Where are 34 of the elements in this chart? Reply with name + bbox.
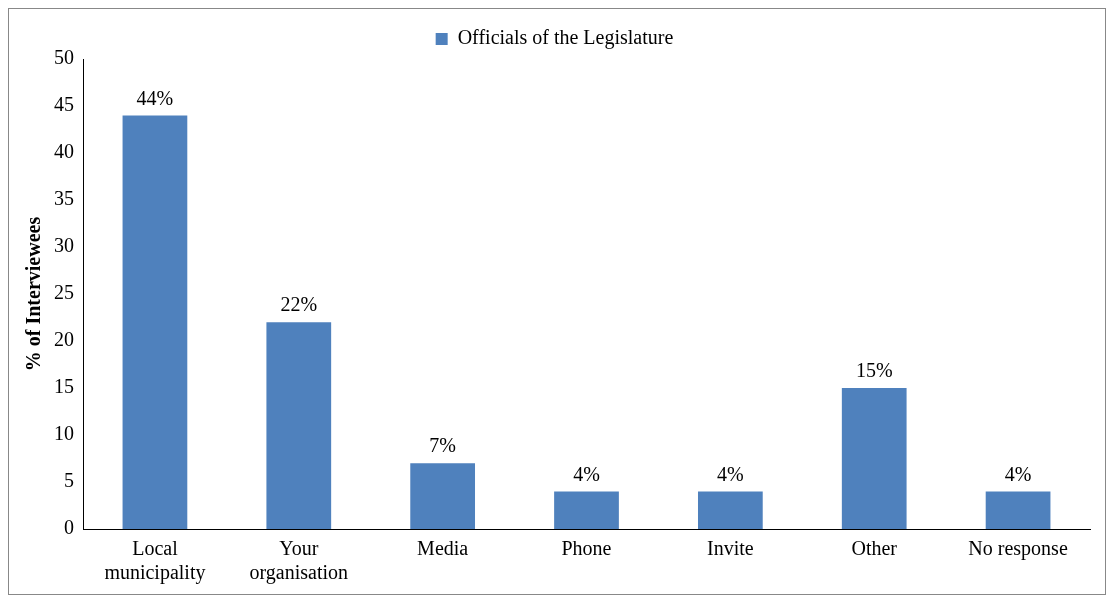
x-tick-label: Local municipality (104, 537, 206, 585)
legend-label: Officials of the Legislature (457, 26, 674, 50)
x-tick-label: Invite (707, 537, 754, 560)
bar (410, 463, 476, 529)
data-label: 4% (717, 462, 744, 485)
data-label: 44% (136, 86, 174, 109)
x-tick-label: Other (851, 537, 898, 560)
x-tick-label: Media (417, 537, 469, 560)
y-tick-label: 35 (54, 187, 74, 210)
y-tick-label: 10 (54, 422, 74, 445)
bar (697, 491, 763, 529)
data-label: 7% (429, 434, 456, 457)
bar (554, 491, 619, 529)
y-tick-label: 30 (54, 234, 74, 257)
x-tick-label: Phone (561, 537, 612, 560)
data-label: 4% (573, 462, 600, 485)
x-tick-label: No response (968, 537, 1068, 561)
bar (841, 388, 907, 529)
y-tick-label: 20 (54, 328, 74, 351)
data-label: 4% (1004, 462, 1032, 485)
y-tick-label: 15 (54, 375, 74, 398)
y-tick-label: 5 (64, 469, 74, 492)
data-label: 15% (855, 359, 893, 382)
y-tick-label: 50 (54, 46, 74, 69)
bar (985, 491, 1051, 529)
bar (266, 322, 332, 529)
y-tick-label: 0 (64, 516, 74, 539)
x-tick-label: Your organisation (249, 537, 349, 585)
y-tick-label: 25 (54, 281, 74, 304)
data-label: 22% (280, 293, 318, 316)
bar (122, 115, 188, 529)
y-axis-title: % of Interviewees (22, 216, 45, 372)
y-tick-label: 45 (54, 93, 74, 116)
y-tick-label: 40 (54, 140, 74, 163)
